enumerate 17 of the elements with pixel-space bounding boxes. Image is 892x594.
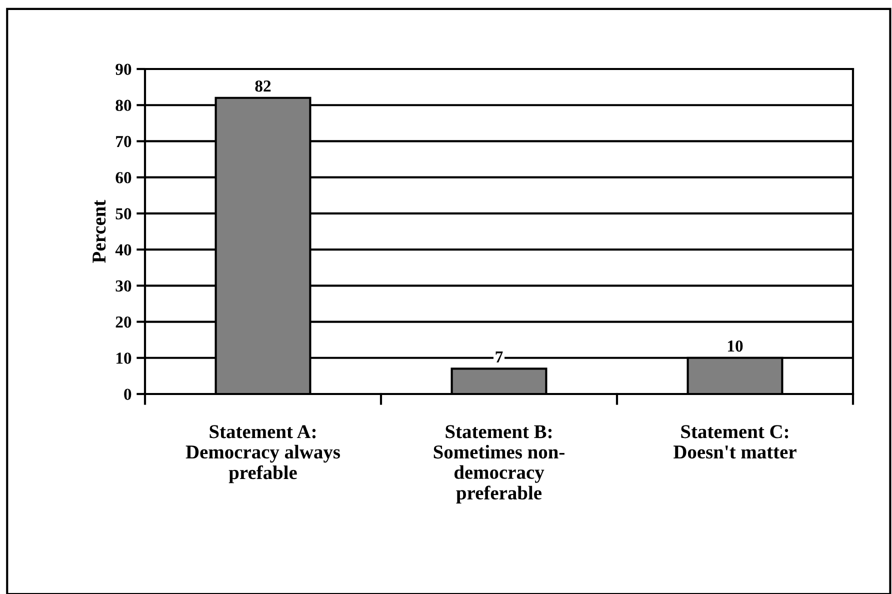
- x-tick-label: Statement B: Sometimes non- democracy preferable: [434, 425, 564, 504]
- y-tick-label: 90: [116, 64, 132, 75]
- y-tick-label: 10: [116, 352, 132, 364]
- y-tick-label: 0: [124, 388, 132, 400]
- y-tick-label: 50: [116, 208, 132, 220]
- x-tick-label: Statement A: Democracy always prefable: [186, 425, 340, 484]
- y-tick-label: 20: [116, 316, 132, 328]
- y-tick-label: 70: [116, 136, 132, 148]
- data-label: 82: [255, 80, 271, 92]
- y-axis-title: Percent: [92, 200, 106, 263]
- data-label: 10: [728, 340, 743, 352]
- y-tick-label: 30: [116, 280, 132, 292]
- y-tick-label: 80: [116, 100, 132, 112]
- data-label: 7: [496, 351, 503, 362]
- y-tick-label: 60: [116, 172, 132, 184]
- y-tick-label: 40: [115, 244, 132, 256]
- x-tick-label: Statement C: Doesn't matter: [674, 425, 796, 459]
